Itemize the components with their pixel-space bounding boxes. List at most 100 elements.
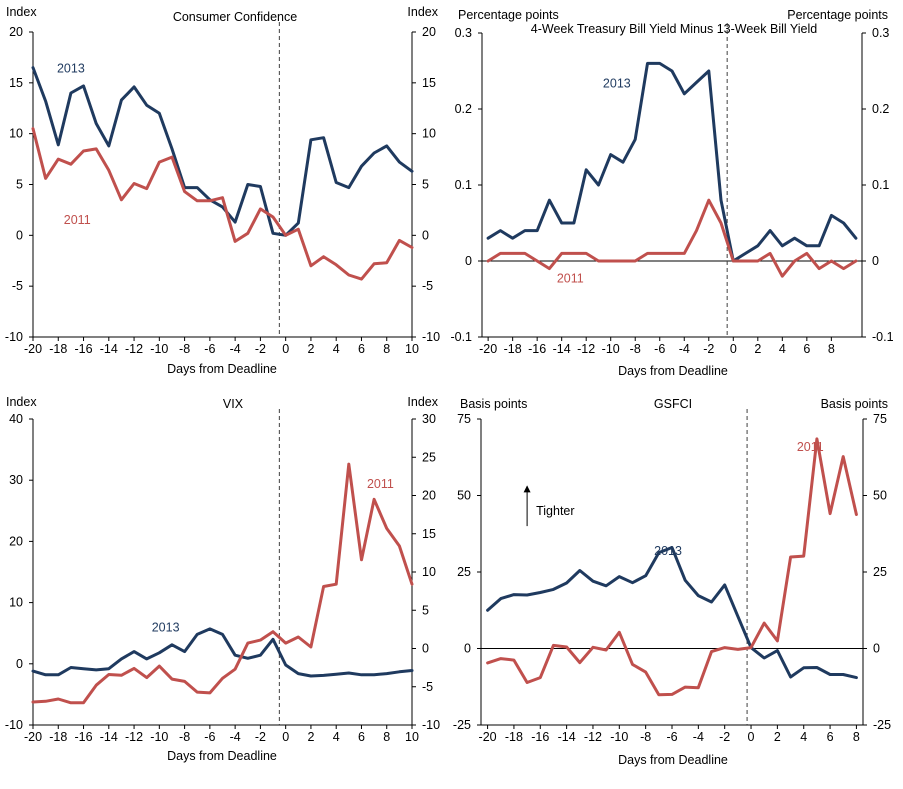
series-line-2011 [31, 462, 414, 705]
y-tick-label-right: -5 [422, 680, 433, 694]
x-tick-label: -8 [179, 342, 190, 356]
y-tick-label-right: -10 [422, 330, 440, 344]
x-tick-label: 8 [828, 342, 835, 356]
y-axis-label-left: Basis points [460, 397, 527, 411]
y-tick-label-left: 0 [16, 657, 23, 671]
series-label-2011: 2011 [797, 440, 824, 454]
y-tick-label-left: 0.1 [455, 178, 472, 192]
x-tick-label: -10 [610, 730, 628, 744]
y-tick-label-right: -10 [422, 718, 440, 732]
x-tick-label: 0 [282, 342, 289, 356]
series-line-2013 [31, 66, 414, 237]
series-lines [486, 437, 858, 697]
series-lines [486, 61, 858, 278]
x-tick-label: 6 [358, 730, 365, 744]
series-labels: 2013 2011 [557, 77, 631, 286]
y-tick-label-right: 15 [422, 76, 436, 90]
consumer-confidence-panel: Consumer Confidence Index Index Days fro… [5, 5, 440, 376]
series-line-2013 [486, 61, 858, 263]
x-tick-label: -6 [204, 342, 215, 356]
x-tick-label: 6 [803, 342, 810, 356]
y-tick-label-left: 20 [9, 25, 23, 39]
x-tick-label: -16 [531, 730, 549, 744]
y-tick-label-left: 10 [9, 596, 23, 610]
series-label-2013: 2013 [57, 62, 85, 76]
y-axis-label-left: Index [6, 395, 37, 409]
x-tick-label: 6 [827, 730, 834, 744]
x-tick-label: -12 [577, 342, 595, 356]
chart-title: VIX [223, 397, 244, 411]
x-tick-label: -6 [666, 730, 677, 744]
x-tick-label: -8 [640, 730, 651, 744]
y-tick-label-left: -25 [453, 718, 471, 732]
x-tick-label: -14 [553, 342, 571, 356]
x-tick-label: -18 [505, 730, 523, 744]
y-tick-label-right: 30 [422, 412, 436, 426]
y-tick-label-right: 75 [873, 412, 887, 426]
x-tick-label: -18 [504, 342, 522, 356]
y-tick-label-right: 0.1 [872, 178, 889, 192]
x-tick-label: 2 [307, 730, 314, 744]
x-tick-label: -20 [24, 342, 42, 356]
x-tick-label: -10 [150, 730, 168, 744]
y-tick-label-right: -5 [422, 279, 433, 293]
series-label-2013: 2013 [152, 620, 180, 634]
x-tick-label: 4 [333, 730, 340, 744]
annotation-label: Tighter [536, 504, 574, 518]
series-label-2013: 2013 [654, 544, 682, 558]
x-tick-label: -2 [255, 730, 266, 744]
x-tick-label: -8 [179, 730, 190, 744]
up-arrow-icon [523, 485, 531, 493]
y-tick-label-right: 5 [422, 178, 429, 192]
x-tick-label: 0 [748, 730, 755, 744]
series-line-2013 [31, 627, 414, 678]
x-tick-label: 4 [333, 342, 340, 356]
x-tick-label: -8 [630, 342, 641, 356]
y-tick-label-right: 0 [422, 228, 429, 242]
y-tick-label-right: 50 [873, 489, 887, 503]
y-tick-label-left: -10 [5, 718, 23, 732]
series-label-2011: 2011 [367, 477, 394, 491]
x-tick-label: -14 [100, 342, 118, 356]
y-tick-label-right: 0 [873, 642, 880, 656]
y-axis-label-right: Basis points [821, 397, 888, 411]
y-tick-label-left: 0.2 [455, 102, 472, 116]
series-lines [31, 66, 414, 281]
x-tick-label: 0 [282, 730, 289, 744]
x-tick-label: -18 [49, 342, 67, 356]
series-label-2011: 2011 [64, 213, 91, 227]
x-tick-label: -4 [230, 342, 241, 356]
y-tick-label-right: -0.1 [872, 330, 894, 344]
x-tick-label: -2 [719, 730, 730, 744]
x-tick-label: -20 [479, 730, 497, 744]
y-tick-label-right: 0.2 [872, 102, 889, 116]
y-tick-label-left: 0 [464, 642, 471, 656]
x-tick-label: -2 [703, 342, 714, 356]
y-tick-label-left: 25 [457, 565, 471, 579]
y-tick-label-left: 10 [9, 127, 23, 141]
x-tick-label: -20 [24, 730, 42, 744]
y-tick-label-left: 0 [16, 228, 23, 242]
x-tick-label: 8 [853, 730, 860, 744]
y-tick-label-right: 20 [422, 489, 436, 503]
x-tick-label: -12 [125, 730, 143, 744]
x-tick-label: -10 [150, 342, 168, 356]
y-tick-label-right: 10 [422, 565, 436, 579]
x-tick-label: 2 [754, 342, 761, 356]
y-axis-label-right: Index [407, 395, 438, 409]
x-tick-label: 8 [383, 730, 390, 744]
x-axis-label: Days from Deadline [167, 362, 277, 376]
series-labels: 2013 2011 [152, 477, 394, 635]
series-label-2011: 2011 [557, 271, 584, 285]
vix-panel: VIX Index Index Days from Deadline -20 -1… [5, 395, 440, 763]
x-tick-label: -10 [602, 342, 620, 356]
x-tick-label: 8 [383, 342, 390, 356]
y-axis-label-left: Index [6, 5, 37, 19]
y-tick-label-left: -5 [12, 279, 23, 293]
x-tick-label: 0 [730, 342, 737, 356]
series-line-2011 [31, 127, 414, 281]
y-tick-label-right: 25 [873, 565, 887, 579]
x-tick-label: 4 [800, 730, 807, 744]
series-line-2013 [486, 546, 858, 680]
